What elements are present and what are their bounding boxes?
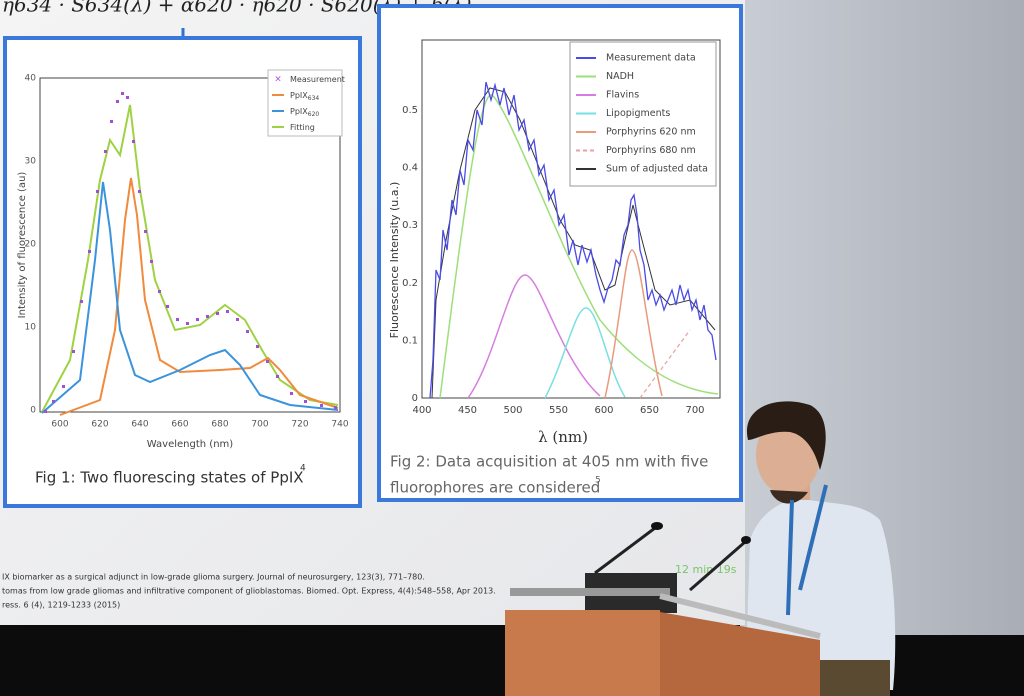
y-tick-label: 20 (25, 240, 37, 250)
y-tick-label: 30 (25, 157, 37, 167)
y-tick-label: 0.4 (402, 163, 418, 174)
reference: ress. 6 (4), 1219-1233 (2015) (2, 601, 120, 610)
podium-rail (510, 588, 670, 596)
lanyard (786, 484, 828, 616)
x-tick-label: 700 (251, 420, 268, 430)
microphone-head (741, 536, 751, 544)
legend-label: Porphyrins 680 nm (606, 145, 696, 156)
hair (746, 401, 826, 470)
legend: Measurement data NADH Flavins Lipopigments P… (576, 53, 708, 175)
flavins-curve (467, 274, 601, 399)
x-tick-label: 400 (412, 405, 431, 416)
caption: Fig 2: Data acquisition at 405 nm with f… (390, 453, 708, 471)
legend-label: Porphyrins 620 nm (606, 127, 696, 138)
podium-rail (659, 593, 821, 639)
figure-2: Measurement data NADH Flavins Lipopigments P… (377, 4, 743, 502)
legend-subscript: 634 (308, 95, 320, 102)
x-axis-label: Wavelength (nm) (147, 439, 233, 450)
y-tick-label: 0.2 (402, 278, 418, 289)
x-tick-label: 740 (331, 420, 348, 430)
caption-reference: 5 (595, 476, 601, 486)
caption: fluorophores are considered (390, 479, 600, 497)
x-tick-label: 680 (211, 420, 228, 430)
x-tick-label: 700 (685, 405, 704, 416)
legend-text: Fitting (290, 123, 315, 132)
x-tick-label: 620 (91, 420, 108, 430)
nadh-curve (439, 94, 719, 399)
caption-reference: 4 (300, 464, 306, 474)
legend-label: NADH (606, 71, 634, 82)
legend-box (267, 69, 343, 137)
y-tick-label: 10 (25, 323, 37, 333)
y-tick-label: 0.3 (402, 220, 418, 231)
x-tick-label: 600 (594, 405, 613, 416)
trousers (820, 660, 890, 696)
x-tick-label: 720 (291, 420, 308, 430)
y-tick-label: 0 (30, 406, 36, 416)
timer: 12 min 19s (675, 563, 737, 576)
x-axis-label: λ (nm) (538, 428, 588, 446)
caption: Fig 1: Two fluorescing states of PpIX (35, 469, 304, 487)
podium (505, 522, 821, 696)
measurement-curve (429, 81, 717, 399)
y-tick-label: 40 (25, 74, 37, 84)
legend-text: PpIX (290, 91, 308, 100)
legend-label: PpIX634 (290, 91, 319, 102)
sum-curve (431, 87, 716, 399)
legend-label: Measurement (290, 75, 345, 84)
legend-label: Fitting (290, 123, 315, 132)
legend-marker: × (274, 75, 282, 85)
x-tick-label: 450 (458, 405, 477, 416)
formula: η634 · S634(λ) + α620 · η620 · S620(λ) +… (2, 0, 472, 17)
y-axis-label: Intensity of fluorescence (au) (17, 172, 28, 319)
y-axis-label: Fluorescence Intensity (u.a.) (388, 182, 401, 339)
x-tick-label: 600 (51, 420, 68, 430)
reference: tomas from low grade gliomas and infiltr… (2, 587, 496, 596)
y-tick-label: 0.5 (402, 105, 418, 116)
legend-subscript: 620 (308, 111, 320, 118)
legend-label: PpIX620 (290, 107, 319, 118)
legend-label: Lipopigments (606, 108, 670, 119)
legend-text: PpIX (290, 107, 308, 116)
beard (770, 490, 808, 504)
legend-label: Flavins (606, 90, 639, 101)
ppix634-curve (59, 177, 339, 416)
x-tick-label: 550 (549, 405, 568, 416)
x-tick-label: 640 (131, 420, 148, 430)
x-tick-label: 650 (640, 405, 659, 416)
y-tick-label: 0 (412, 393, 418, 404)
x-tick-label: 500 (503, 405, 522, 416)
microphone (594, 526, 746, 592)
y-tick-label: 0.1 (402, 335, 418, 346)
porphyrin-620-curve (604, 249, 663, 399)
porphyrin-680-curve (639, 329, 691, 399)
reference: IX biomarker as a surgical adjunct in lo… (2, 573, 425, 582)
legend-text: Measurement (290, 75, 345, 84)
podium-front (505, 610, 660, 696)
podium-side (660, 612, 820, 696)
ppix620-curve (41, 181, 339, 414)
legend-label: Sum of adjusted data (606, 164, 708, 175)
x-tick-label: 660 (171, 420, 188, 430)
microphone-head (651, 522, 663, 530)
legend-label: Measurement data (606, 53, 696, 64)
